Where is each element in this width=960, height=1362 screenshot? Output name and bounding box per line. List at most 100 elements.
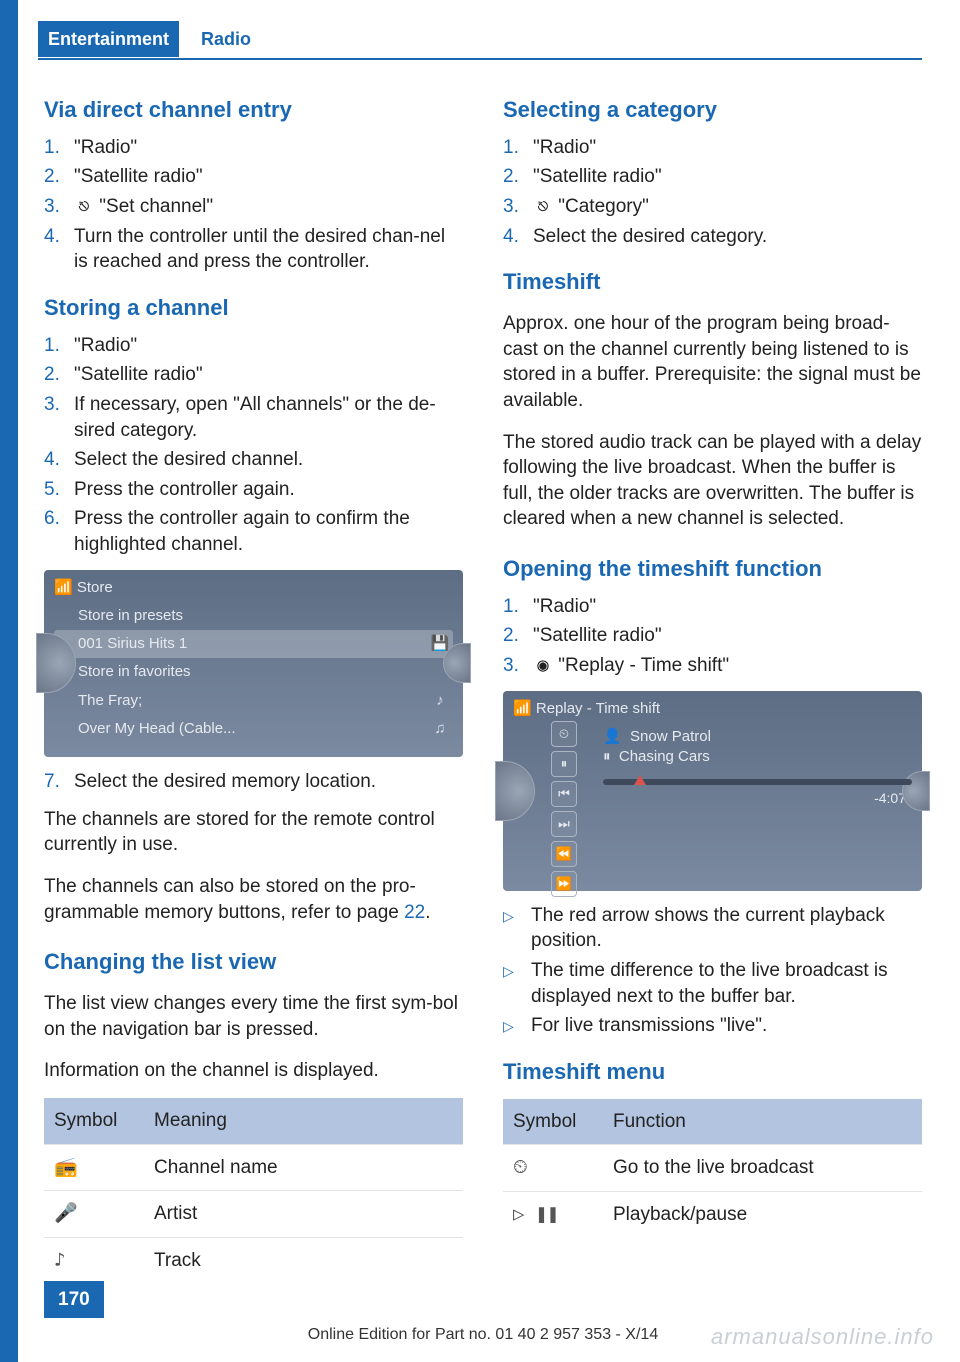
page-header: Entertainment Radio xyxy=(38,20,922,60)
list-item-label: "Category" xyxy=(553,196,649,217)
list-item-text: Select the desired channel. xyxy=(74,447,463,473)
paragraph: The list view changes every time the fir… xyxy=(44,991,463,1042)
heading-storing-channel: Storing a channel xyxy=(44,293,463,323)
list-item-text: "Radio" xyxy=(74,135,463,161)
list-number: 2. xyxy=(44,362,74,388)
symbol-meaning-table: Symbol Meaning 📻Channel name 🎤Artist ♪Tr… xyxy=(44,1098,463,1284)
online-edition-text: Online Edition for Part no. 01 40 2 957 … xyxy=(44,1324,922,1346)
list-item-text: "Satellite radio" xyxy=(533,164,922,190)
screenshot-row-icon xyxy=(429,606,451,626)
list-opening-timeshift: 1."Radio" 2."Satellite radio" 3.◉ "Repla… xyxy=(503,590,922,683)
screenshot-title-text: Replay - Time shift xyxy=(536,700,660,717)
timeshift-notes-list: ▷The red arrow shows the current playbac… xyxy=(503,899,922,1043)
table-header-symbol: Symbol xyxy=(503,1099,603,1145)
list-number: 1. xyxy=(503,135,533,161)
category-icon: ⎋ xyxy=(533,194,553,220)
fast-forward-icon: ⏩ xyxy=(551,871,577,897)
list-item-text: ⎋ "Set channel" xyxy=(74,194,463,220)
paragraph-text: . xyxy=(425,902,430,923)
list-number: 2. xyxy=(503,623,533,649)
prev-track-icon: ⏮ xyxy=(551,781,577,807)
list-item-label: "Replay - Time shift" xyxy=(553,655,729,676)
list-number: 1. xyxy=(503,594,533,620)
rewind-icon: ⏪ xyxy=(551,841,577,867)
symbol-cell: ♪ xyxy=(44,1237,144,1283)
table-header-meaning: Meaning xyxy=(144,1098,463,1144)
table-header-function: Function xyxy=(603,1099,922,1145)
list-number: 3. xyxy=(44,194,74,220)
list-item-text: "Satellite radio" xyxy=(74,164,463,190)
function-cell: Go to the live broadcast xyxy=(603,1145,922,1192)
page-content: Via direct channel entry 1."Radio" 2."Sa… xyxy=(44,95,922,1272)
list-item-text: "Satellite radio" xyxy=(533,623,922,649)
artist-icon: ♪ xyxy=(429,691,451,711)
list-item-text: Select the desired memory location. xyxy=(74,769,463,795)
list-number: 4. xyxy=(44,224,74,275)
screenshot-row: Over My Head (Cable... ♫ xyxy=(54,715,453,743)
screenshot-row-text: The Fray; xyxy=(78,691,142,711)
meaning-cell: Artist xyxy=(144,1191,463,1238)
section-title: Radio xyxy=(201,27,251,51)
screenshot-timeshift: 📶 Replay - Time shift ⏲ ⏸ ⏮ ⏭ ⏪ ⏩ 👤 Snow… xyxy=(503,691,922,891)
list-number: 1. xyxy=(44,333,74,359)
left-column: Via direct channel entry 1."Radio" 2."Sa… xyxy=(44,95,463,1272)
screenshot-row: Store in favorites xyxy=(54,658,453,686)
list-number: 3. xyxy=(503,194,533,220)
paragraph: The channels can also be stored on the p… xyxy=(44,874,463,925)
track-state-icon: ⏸ xyxy=(603,748,611,765)
buffer-bar xyxy=(603,779,912,785)
page-number-row: 170 xyxy=(44,1281,922,1319)
symbol-cell: 📻 xyxy=(44,1144,144,1191)
bullet-icon: ▷ xyxy=(503,903,531,954)
heading-via-direct-channel: Via direct channel entry xyxy=(44,95,463,125)
bullet-icon: ▷ xyxy=(503,958,531,1009)
list-number: 5. xyxy=(44,477,74,503)
paragraph: Information on the channel is displayed. xyxy=(44,1058,463,1084)
list-number: 3. xyxy=(503,653,533,679)
screenshot-row-text: Store in presets xyxy=(78,606,183,626)
table-header-symbol: Symbol xyxy=(44,1098,144,1144)
page-reference-link[interactable]: 22 xyxy=(404,902,425,923)
track-text: Chasing Cars xyxy=(619,748,710,765)
artist-text: Snow Patrol xyxy=(630,728,711,745)
document-sidebar-stripe xyxy=(0,0,18,1362)
screenshot-row-text: Over My Head (Cable... xyxy=(78,719,236,739)
chapter-badge: Entertainment xyxy=(38,21,179,57)
screenshot-row: Store in presets xyxy=(54,602,453,630)
now-playing-track: ⏸ Chasing Cars xyxy=(603,747,912,767)
live-icon: ⏲ xyxy=(551,721,577,747)
list-number: 2. xyxy=(503,164,533,190)
list-item-text: "Radio" xyxy=(533,594,922,620)
list-selecting-category: 1."Radio" 2."Satellite radio" 3.⎋ "Categ… xyxy=(503,131,922,254)
screenshot-row-highlighted: 001 Sirius Hits 1💾 xyxy=(54,630,453,658)
heading-timeshift-menu: Timeshift menu xyxy=(503,1057,922,1087)
list-number: 3. xyxy=(44,392,74,443)
screenshot-row-icon xyxy=(429,662,451,682)
heading-timeshift: Timeshift xyxy=(503,267,922,297)
timeshift-body: 👤 Snow Patrol ⏸ Chasing Cars -4:07 xyxy=(603,723,912,808)
list-item-text: Turn the controller until the desired ch… xyxy=(74,224,463,275)
heading-opening-timeshift: Opening the timeshift function xyxy=(503,554,922,584)
symbol-cell: 🎤 xyxy=(44,1191,144,1238)
timeshift-icon-column: ⏲ ⏸ ⏮ ⏭ ⏪ ⏩ xyxy=(551,721,577,897)
artist-icon: 👤 xyxy=(603,728,622,745)
list-number: 4. xyxy=(503,224,533,250)
list-number: 1. xyxy=(44,135,74,161)
right-column: Selecting a category 1."Radio" 2."Satell… xyxy=(503,95,922,1272)
set-channel-icon: ⎋ xyxy=(74,194,94,220)
track-icon: ♫ xyxy=(429,719,451,739)
paragraph-text: The channels can also be stored on the p… xyxy=(44,876,416,923)
meaning-cell: Track xyxy=(144,1237,463,1283)
list-storing-channel: 1."Radio" 2."Satellite radio" 3.If neces… xyxy=(44,329,463,562)
save-icon: 💾 xyxy=(429,634,451,654)
paragraph: The channels are stored for the remote c… xyxy=(44,807,463,858)
time-difference: -4:07 xyxy=(603,789,912,808)
symbol-function-table: Symbol Function ⏲Go to the live broadcas… xyxy=(503,1099,922,1238)
list-storing-channel-cont: 7.Select the desired memory location. xyxy=(44,765,463,799)
list-item-text: If necessary, open "All channels" or the… xyxy=(74,392,463,443)
bullet-text: The red arrow shows the current playback… xyxy=(531,903,922,954)
page-footer: 170 Online Edition for Part no. 01 40 2 … xyxy=(44,1281,922,1346)
screenshot-store-menu: 📶 Store Store in presets 001 Sirius Hits… xyxy=(44,570,463,758)
list-number: 4. xyxy=(44,447,74,473)
heading-changing-list-view: Changing the list view xyxy=(44,947,463,977)
